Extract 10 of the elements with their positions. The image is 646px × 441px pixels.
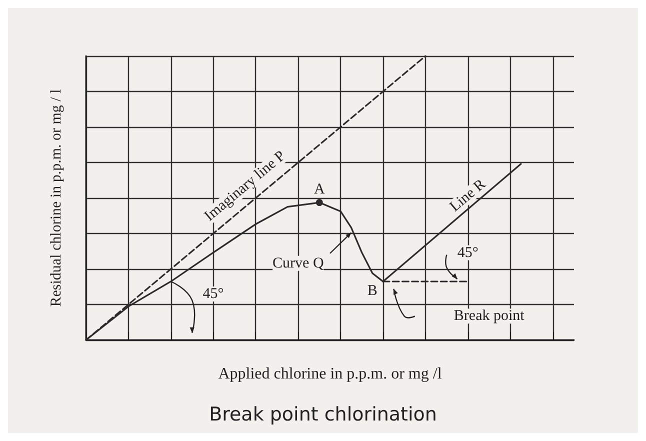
- annotation: B: [367, 282, 378, 299]
- x-axis-title: Applied chlorine in p.p.m. or mg /l: [218, 366, 442, 382]
- annotation: Line R: [446, 176, 489, 216]
- annotation: Curve Q: [272, 255, 324, 272]
- annotation: 45°: [457, 244, 478, 261]
- annotation: Break point: [454, 308, 526, 324]
- annotation: A: [314, 181, 325, 198]
- text: Break point chlorination: [209, 404, 437, 426]
- annotation: 45°: [202, 286, 224, 302]
- y-axis-title: Residual chlorine in p.p.m. or mg / l: [48, 89, 64, 307]
